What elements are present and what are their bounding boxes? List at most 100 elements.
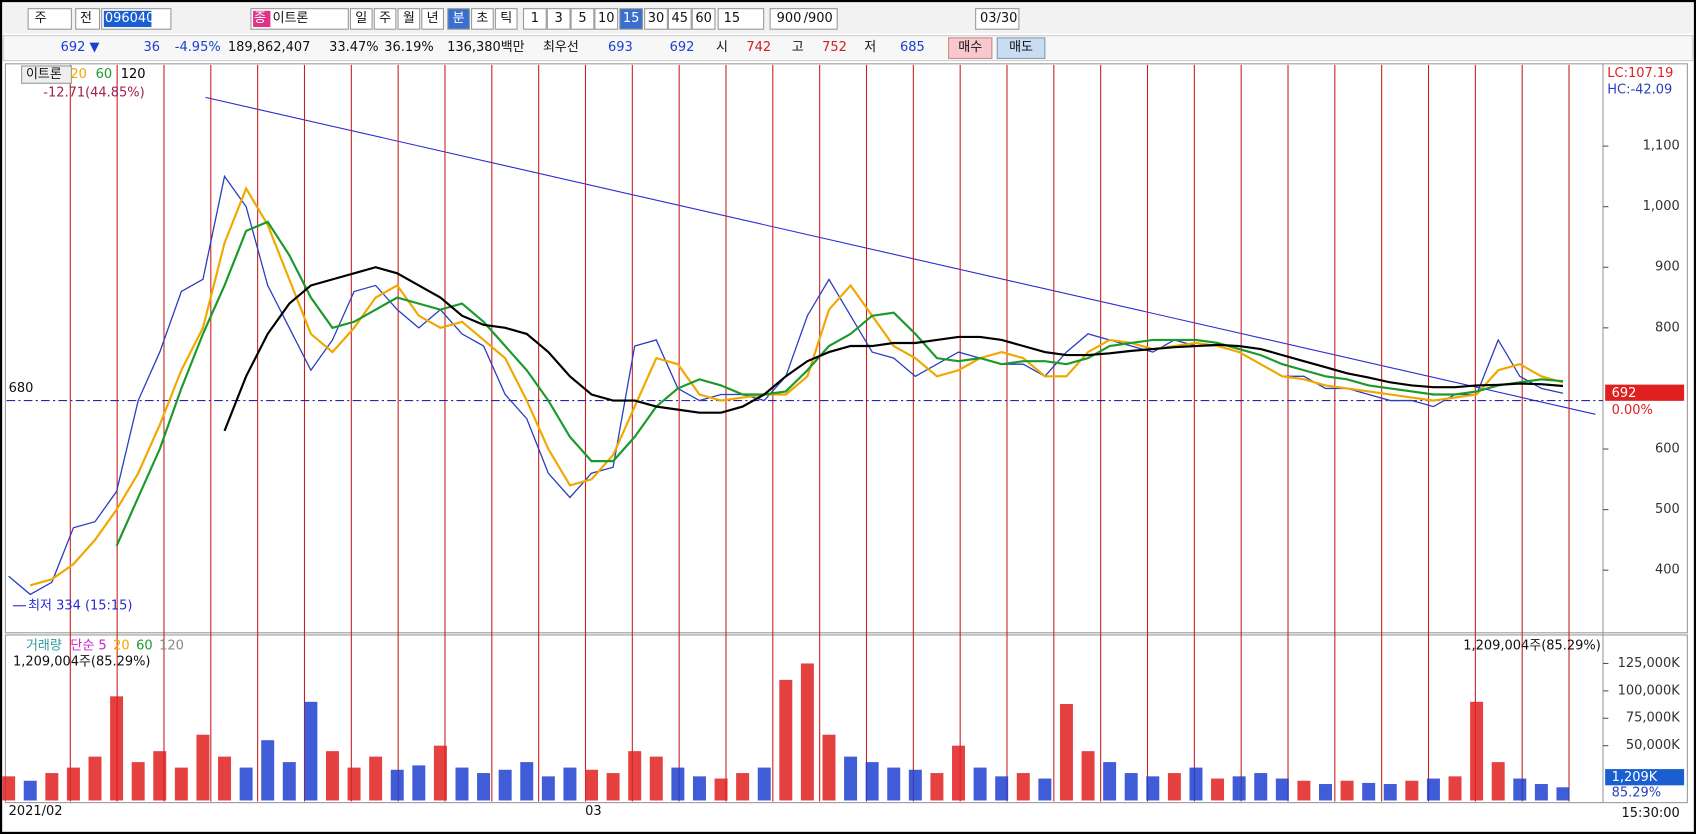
interval: 15 [623,11,640,26]
last-change: 0.00% [1612,403,1653,418]
y-tick-label: 100,000K [1618,683,1681,698]
volume-bar [1059,704,1073,801]
period: 분 [453,11,465,26]
ma-line [115,220,1564,547]
volume-bar [477,773,491,801]
period: 초 [476,11,488,26]
period-button[interactable] [421,8,445,30]
volume-bar [1232,776,1246,801]
buy: 매수 [958,40,982,55]
interval: 5 [578,11,586,26]
count-box[interactable] [769,8,838,30]
interval-button[interactable] [644,8,668,30]
volume-bar [239,767,253,801]
last-price: 692 [1612,386,1637,401]
volume-bar [1038,778,1052,801]
ma-line [29,186,1564,587]
volume-bar [1470,701,1484,801]
sell-button[interactable] [996,37,1046,59]
y-tick-label: 600 [1655,442,1680,457]
volume-bar [649,756,663,801]
volume-bar [671,767,685,801]
market-select[interactable] [27,8,72,30]
interval-button[interactable] [570,8,595,30]
kind-select[interactable] [75,8,101,30]
volume-bar [196,734,210,801]
legend-entry: 120 [121,67,146,82]
period: 주 [379,11,391,26]
badge [253,10,271,28]
high-label: 고 [792,40,804,55]
quote-bar [2,35,1694,62]
period-button[interactable] [471,8,494,30]
kind: 전 [80,11,92,26]
buy-button[interactable] [948,37,993,59]
legend-entry: 거래량 [26,638,62,653]
volume-bar [412,765,426,801]
period-button[interactable] [349,8,373,30]
interval-select[interactable] [717,8,765,30]
period-button[interactable] [397,8,421,30]
volume-bar [1081,751,1095,801]
best-bid: 692 [670,40,695,55]
volume-bar [865,762,879,801]
volume-bar [995,776,1009,801]
price-panel [4,63,1688,634]
volume-bar [952,745,965,801]
volume-bar [1124,773,1138,801]
interval-button[interactable] [619,8,644,30]
interval: 3 [555,11,563,26]
period: 일 [355,11,367,26]
legend-entry: 120 [159,638,184,653]
market: 주 [35,11,47,26]
count: 900 [777,11,802,26]
annotation: -12.71(44.85%) [43,86,144,101]
volume-bar [1254,773,1268,801]
y-tick-label: 800 [1655,320,1680,335]
volume-bar [369,756,383,801]
interval: 60 [695,11,712,26]
volume-bar [110,696,124,801]
volume-bar [714,778,728,801]
volume-bar [1275,778,1289,801]
amount: 136,380백만 [447,40,525,55]
low-label: 저 [864,40,876,55]
volume-bar [433,745,447,801]
date-box[interactable] [975,8,1020,30]
volume-bar [1340,780,1354,801]
change: 36 [144,40,161,55]
volume-bar [520,762,534,801]
volume-bar [736,773,750,801]
best-ask: 693 [608,40,633,55]
interval: 10 [598,11,615,26]
volume-bar [1426,778,1440,801]
volume-bar [88,756,102,801]
interval: 30 [648,11,665,26]
volume-bar [585,769,599,801]
interval-button[interactable] [691,8,716,30]
volume-bar [347,767,361,801]
lc: LC:107.19 [1607,66,1673,81]
volume-bar [628,751,642,801]
volume-bar [1167,773,1181,801]
volume-label-right: 1,209,004주(85.29%) [1463,638,1601,653]
y-tick-label: 500 [1655,502,1680,517]
volume-bar [757,767,771,801]
period-button[interactable] [494,8,518,30]
interval-button[interactable] [594,8,619,30]
period-button[interactable] [447,8,470,30]
period-button[interactable] [373,8,397,30]
volume-bar [325,751,339,801]
volume-bar [908,769,922,801]
y-tick-label: 900 [1655,260,1680,275]
interval-button[interactable] [667,8,692,30]
low: 685 [900,40,925,55]
interval-button[interactable] [546,8,571,30]
interval-button[interactable] [522,8,547,30]
name-box[interactable] [250,8,349,30]
x-tick-label: 03 [585,804,602,819]
last-price-box [1605,384,1685,401]
period: 년 [427,11,439,26]
